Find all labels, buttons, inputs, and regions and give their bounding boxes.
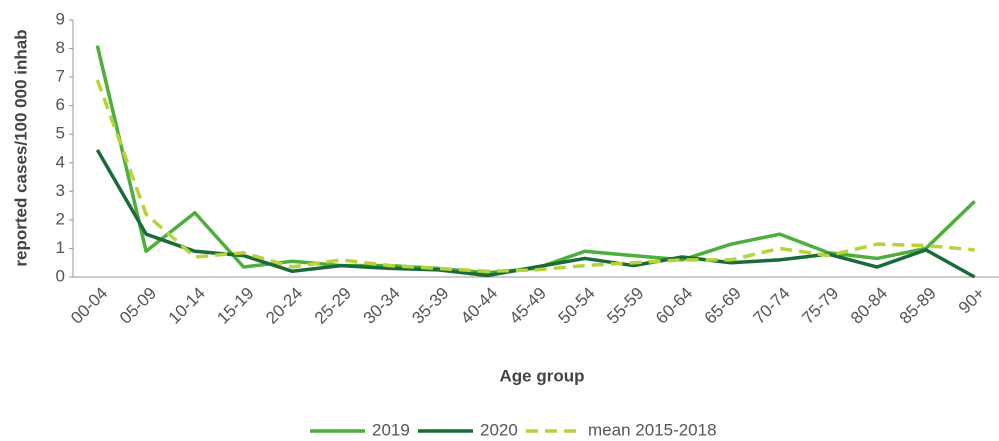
x-tick-label: 20-24: [262, 284, 306, 328]
x-tick-label: 60-64: [652, 284, 696, 328]
x-tick-label: 35-39: [408, 284, 452, 328]
y-tick-label: 5: [56, 124, 65, 143]
x-tick-label: 80-84: [847, 284, 891, 328]
x-tick-label: 90+: [955, 284, 989, 318]
x-tick-label: 50-54: [555, 284, 599, 328]
y-axis-title: reported cases/100 000 inhab: [11, 29, 30, 266]
y-tick-label: 6: [56, 95, 65, 114]
x-tick-label: 25-29: [311, 284, 355, 328]
y-tick-label: 1: [56, 238, 65, 257]
x-tick-label: 00-04: [67, 284, 111, 328]
series-line: [95, 149, 976, 279]
x-tick-label: 30-34: [360, 284, 404, 328]
y-tick-label: 8: [56, 38, 65, 57]
x-tick-label: 10-14: [165, 284, 209, 328]
x-tick-label: 55-59: [603, 284, 647, 328]
x-tick-label: 75-79: [798, 284, 842, 328]
x-tick-label: 70-74: [750, 284, 794, 328]
series-line: [95, 45, 976, 275]
x-tick-label: 15-19: [213, 284, 257, 328]
x-tick-label: 65-69: [701, 284, 745, 328]
y-tick-label: 3: [56, 181, 65, 200]
y-tick-label: 7: [56, 67, 65, 86]
x-tick-label: 05-09: [116, 284, 160, 328]
legend-label: mean 2015-2018: [588, 420, 717, 439]
x-tick-label: 40-44: [457, 284, 501, 328]
y-tick-label: 9: [56, 9, 65, 28]
y-tick-label: 2: [56, 209, 65, 228]
series-line: [95, 79, 975, 274]
y-tick-label: 4: [56, 152, 65, 171]
x-tick-label: 85-89: [896, 284, 940, 328]
legend-label: 2019: [372, 420, 410, 439]
legend-label: 2020: [480, 420, 518, 439]
x-tick-label: 45-49: [506, 284, 550, 328]
y-tick-label: 0: [56, 266, 65, 285]
x-axis-title: Age group: [500, 366, 585, 385]
